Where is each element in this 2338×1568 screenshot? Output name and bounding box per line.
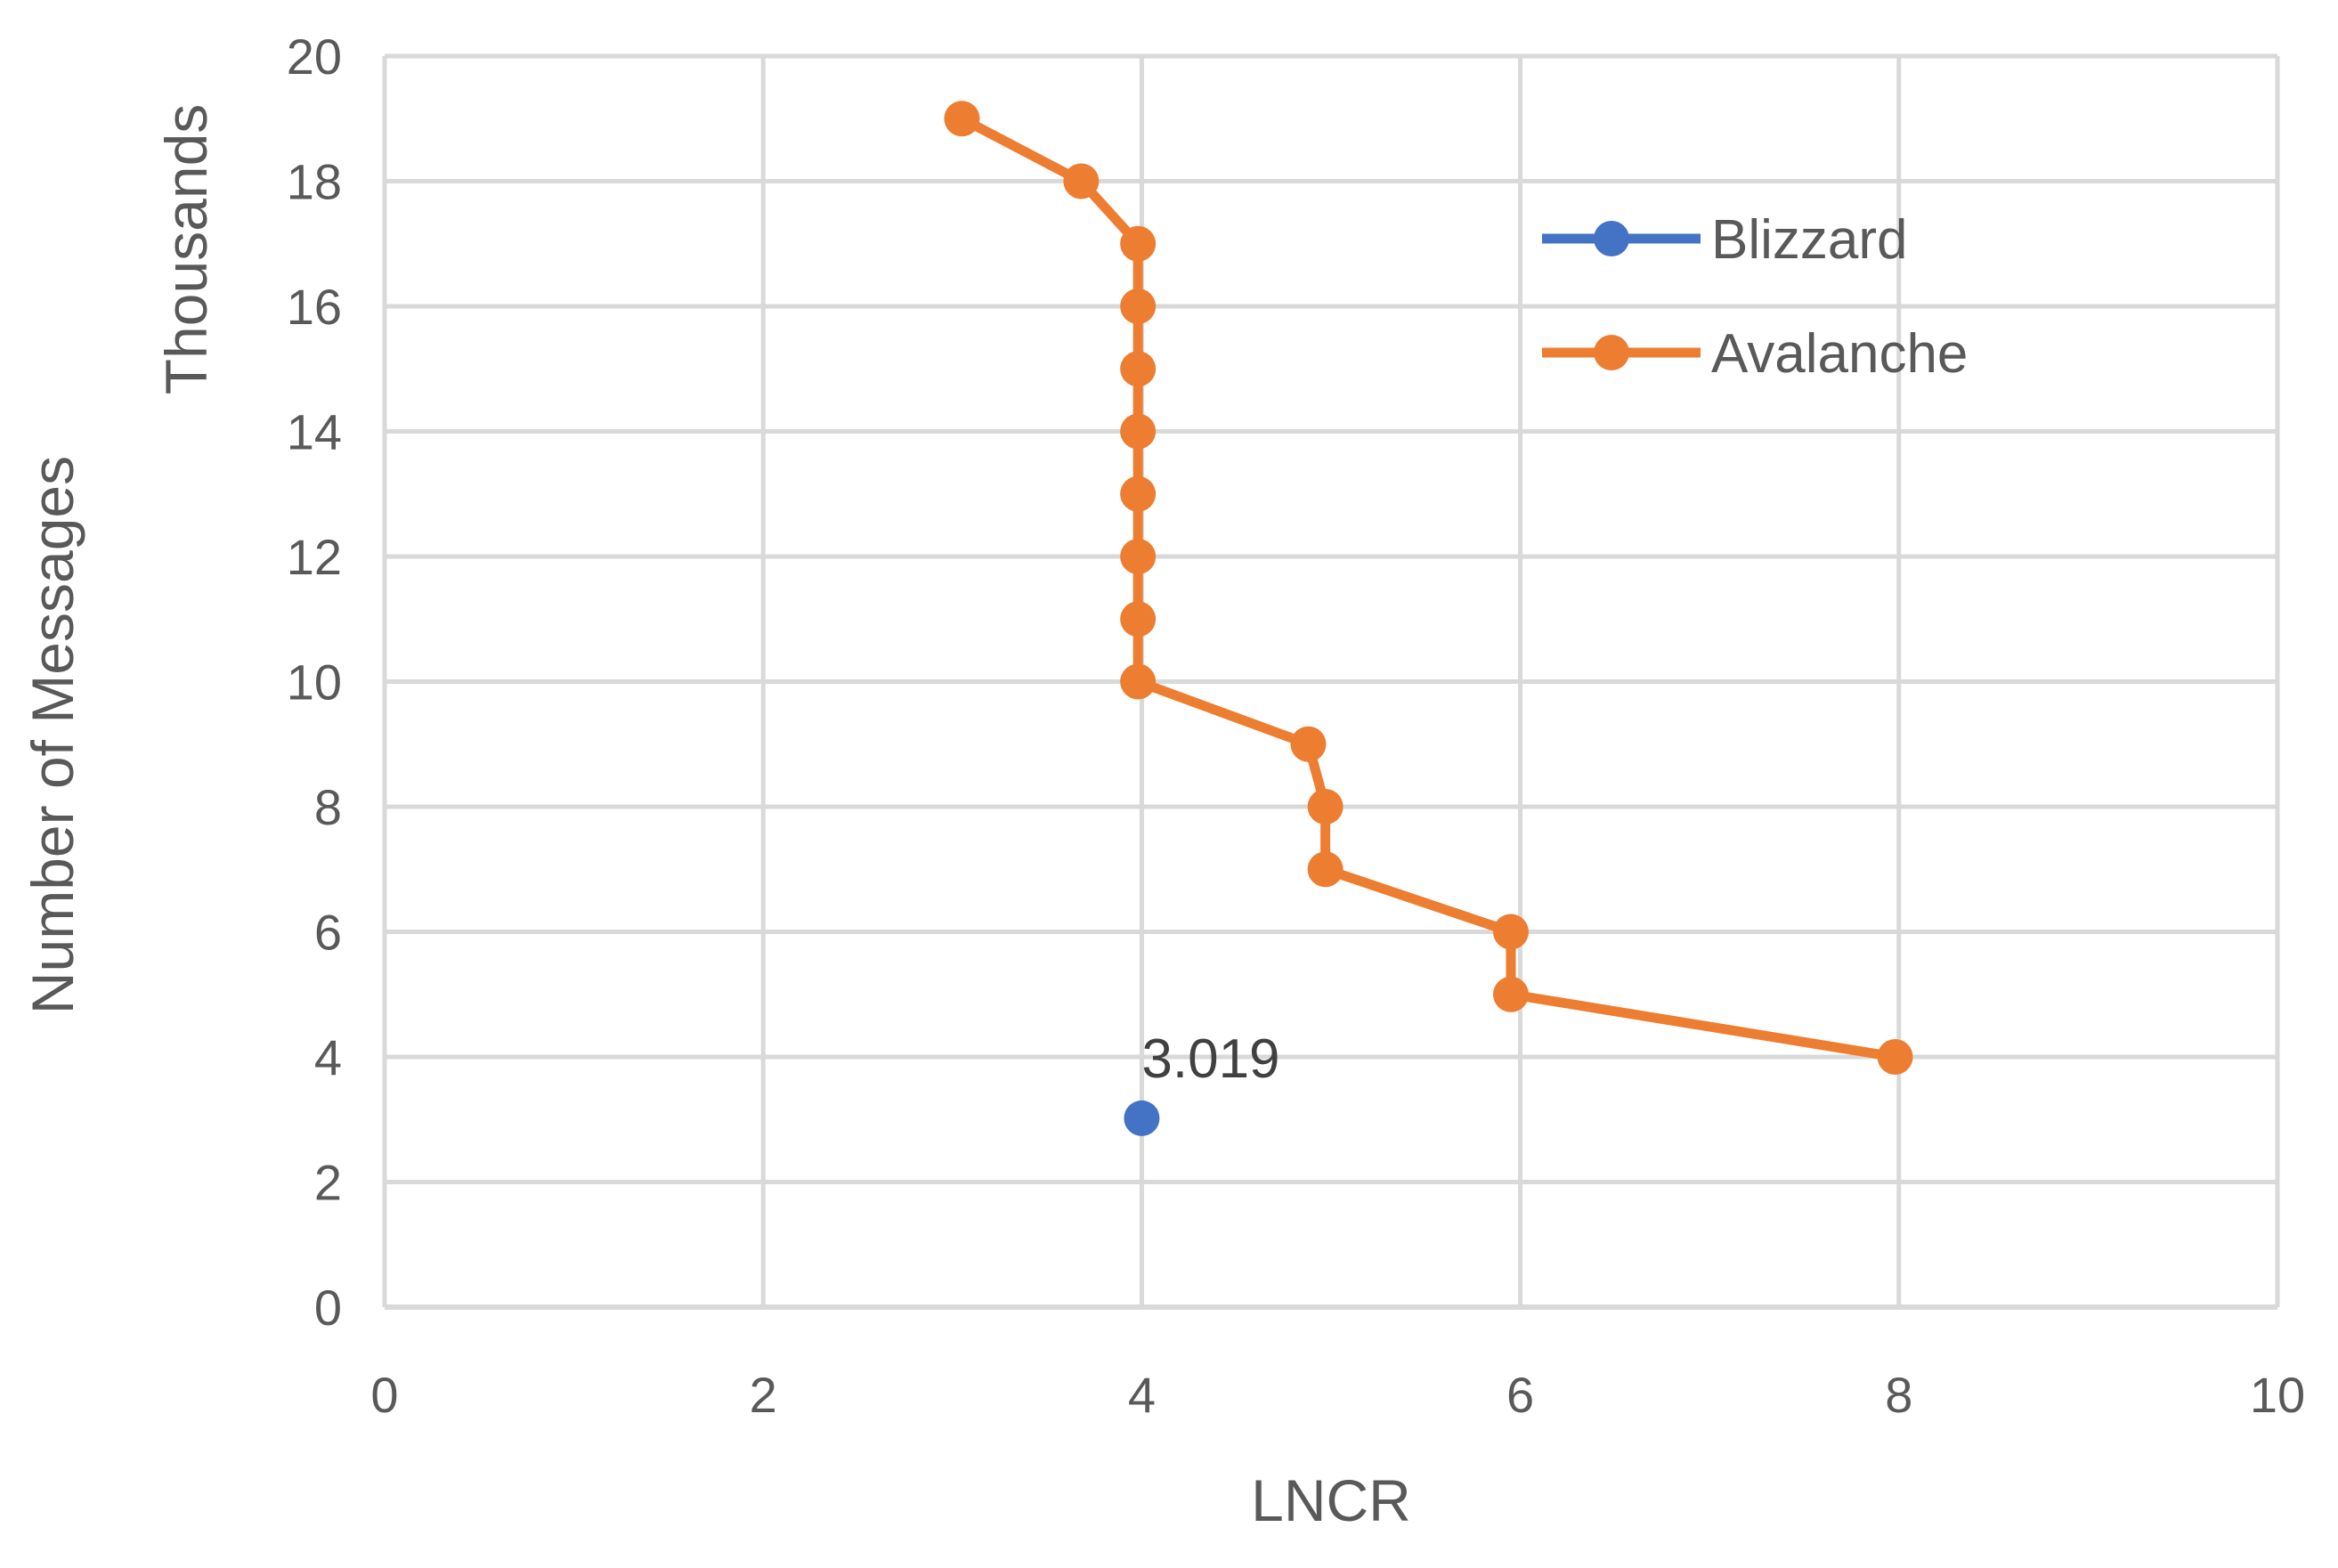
y-tick-label: 0: [314, 1280, 342, 1336]
x-axis-title: LNCR: [1251, 1467, 1411, 1533]
y-axis-title: Number of Messages: [20, 456, 85, 1014]
data-point: [1120, 413, 1157, 450]
series-line: [956, 113, 1901, 1062]
data-point: [1120, 601, 1157, 638]
data-point: [1492, 976, 1529, 1012]
data-point: [1063, 163, 1100, 199]
data-point: [1877, 1039, 1913, 1075]
series-blizzard: [1124, 1100, 1160, 1136]
y-tick-label: 6: [314, 905, 342, 961]
y-tick-label: 8: [314, 779, 342, 835]
data-point: [1307, 789, 1344, 825]
x-tick-label: 0: [370, 1367, 398, 1423]
data-point: [1124, 1100, 1160, 1136]
legend-item-avalanche: Avalanche: [1542, 323, 1968, 385]
data-labels: 3.019: [1141, 1028, 1279, 1090]
legend-swatch-marker: [1594, 335, 1629, 370]
data-point: [1120, 475, 1157, 512]
y-tick-label: 2: [314, 1155, 342, 1211]
legend-label: Avalanche: [1711, 323, 1968, 385]
y-tick-label: 10: [287, 654, 342, 711]
y-tick-label: 16: [287, 279, 342, 335]
y-tick-label: 20: [287, 28, 342, 85]
data-point: [1120, 288, 1157, 324]
y-tick-label: 4: [314, 1029, 342, 1085]
data-point: [1120, 351, 1157, 387]
x-tick-label: 6: [1506, 1367, 1534, 1423]
data-point: [1120, 225, 1157, 262]
series-avalanche: [944, 101, 1913, 1075]
data-point: [1492, 914, 1529, 950]
legend-item-blizzard: Blizzard: [1542, 209, 1908, 271]
y-axis-units-label: Thousands: [153, 104, 219, 395]
legend-swatch-marker: [1594, 221, 1629, 256]
y-tick-label: 14: [287, 404, 342, 460]
data-label: 3.019: [1141, 1028, 1279, 1090]
data-point: [944, 101, 980, 137]
data-point: [1120, 539, 1157, 574]
series-group: [944, 101, 1913, 1136]
data-point: [1120, 663, 1157, 700]
x-tick-label: 10: [2250, 1367, 2305, 1423]
grid-lines: [382, 53, 2280, 1307]
data-point: [1307, 851, 1344, 888]
y-tick-label: 12: [287, 529, 342, 585]
y-tick-label: 18: [287, 154, 342, 210]
x-tick-label: 8: [1885, 1367, 1912, 1423]
legend-label: Blizzard: [1711, 209, 1908, 271]
legend: Blizzard Avalanche: [1542, 209, 1968, 385]
data-point: [1290, 726, 1327, 762]
x-tick-label: 4: [1128, 1367, 1156, 1423]
tick-labels: 0 2 4 6 8 10 12 14 16 18 20 0 2 4 6 8 10: [287, 28, 2305, 1423]
x-tick-label: 2: [750, 1367, 777, 1423]
